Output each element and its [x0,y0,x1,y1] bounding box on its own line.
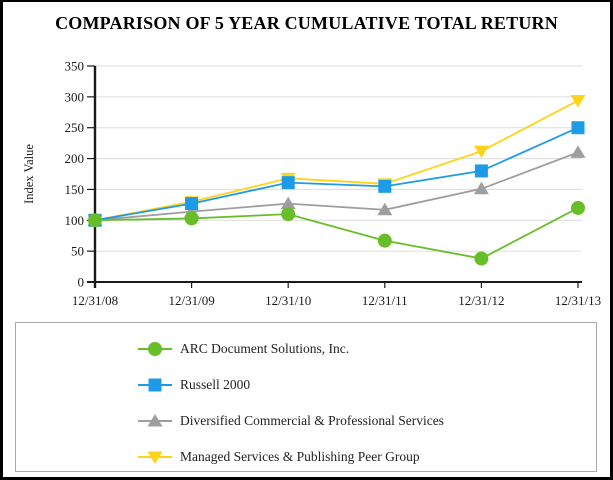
legend-item-managed-services-publishing-peer-group: Managed Services & Publishing Peer Group [16,439,596,475]
y-tick-label: 150 [65,182,85,197]
legend-label: Russell 2000 [180,377,251,392]
y-tick-label: 350 [65,59,85,74]
legend-item-arc-document-solutions-inc: ARC Document Solutions, Inc. [16,331,596,367]
legend-marker-circle-icon [138,342,172,356]
legend-item-russell-2000: Russell 2000 [16,367,596,403]
y-tick-label: 200 [65,151,85,166]
legend-label: Diversified Commercial & Professional Se… [180,413,444,428]
y-tick-label: 100 [65,213,85,228]
legend-item-diversified-commercial-professional-services: Diversified Commercial & Professional Se… [16,403,596,439]
x-tick-label: 12/31/09 [168,293,214,308]
y-tick-label: 300 [65,89,85,104]
x-tick-label: 12/31/11 [362,293,408,308]
legend-marker-square-icon [138,378,172,392]
legend-marker-triangle-up-icon [138,414,172,427]
x-tick-label: 12/31/10 [265,293,311,308]
y-axis-title: Index Value [22,144,36,204]
line-chart: 0 50 100 150 200 250 300 350 12/31/08 12/31/09 12/… [22,59,602,309]
plot-area: 0 50 100 150 200 250 300 350 12/31/08 12/31/09 12/… [65,59,602,309]
x-tick-label: 12/31/08 [72,293,118,308]
y-tick-label: 50 [71,244,84,259]
axis-ticks-and-labels: 0 50 100 150 200 250 300 350 12/31/08 12/31/09 12/… [65,59,602,309]
legend-box: ARC Document Solutions, Inc. Russell 2000… [15,322,597,472]
series-arc-document-solutions-inc-line [88,200,585,266]
x-tick-label: 12/31/12 [458,293,504,308]
y-tick-label: 0 [78,275,85,290]
gridlines [95,65,582,252]
legend-marker-triangle-down-icon [138,451,172,464]
chart-title: COMPARISON OF 5 YEAR CUMULATIVE TOTAL RE… [55,13,558,33]
legend-label: Managed Services & Publishing Peer Group [180,449,420,464]
x-tick-label: 12/31/13 [555,293,601,308]
y-tick-label: 250 [65,120,85,135]
legend-label: ARC Document Solutions, Inc. [180,341,350,356]
